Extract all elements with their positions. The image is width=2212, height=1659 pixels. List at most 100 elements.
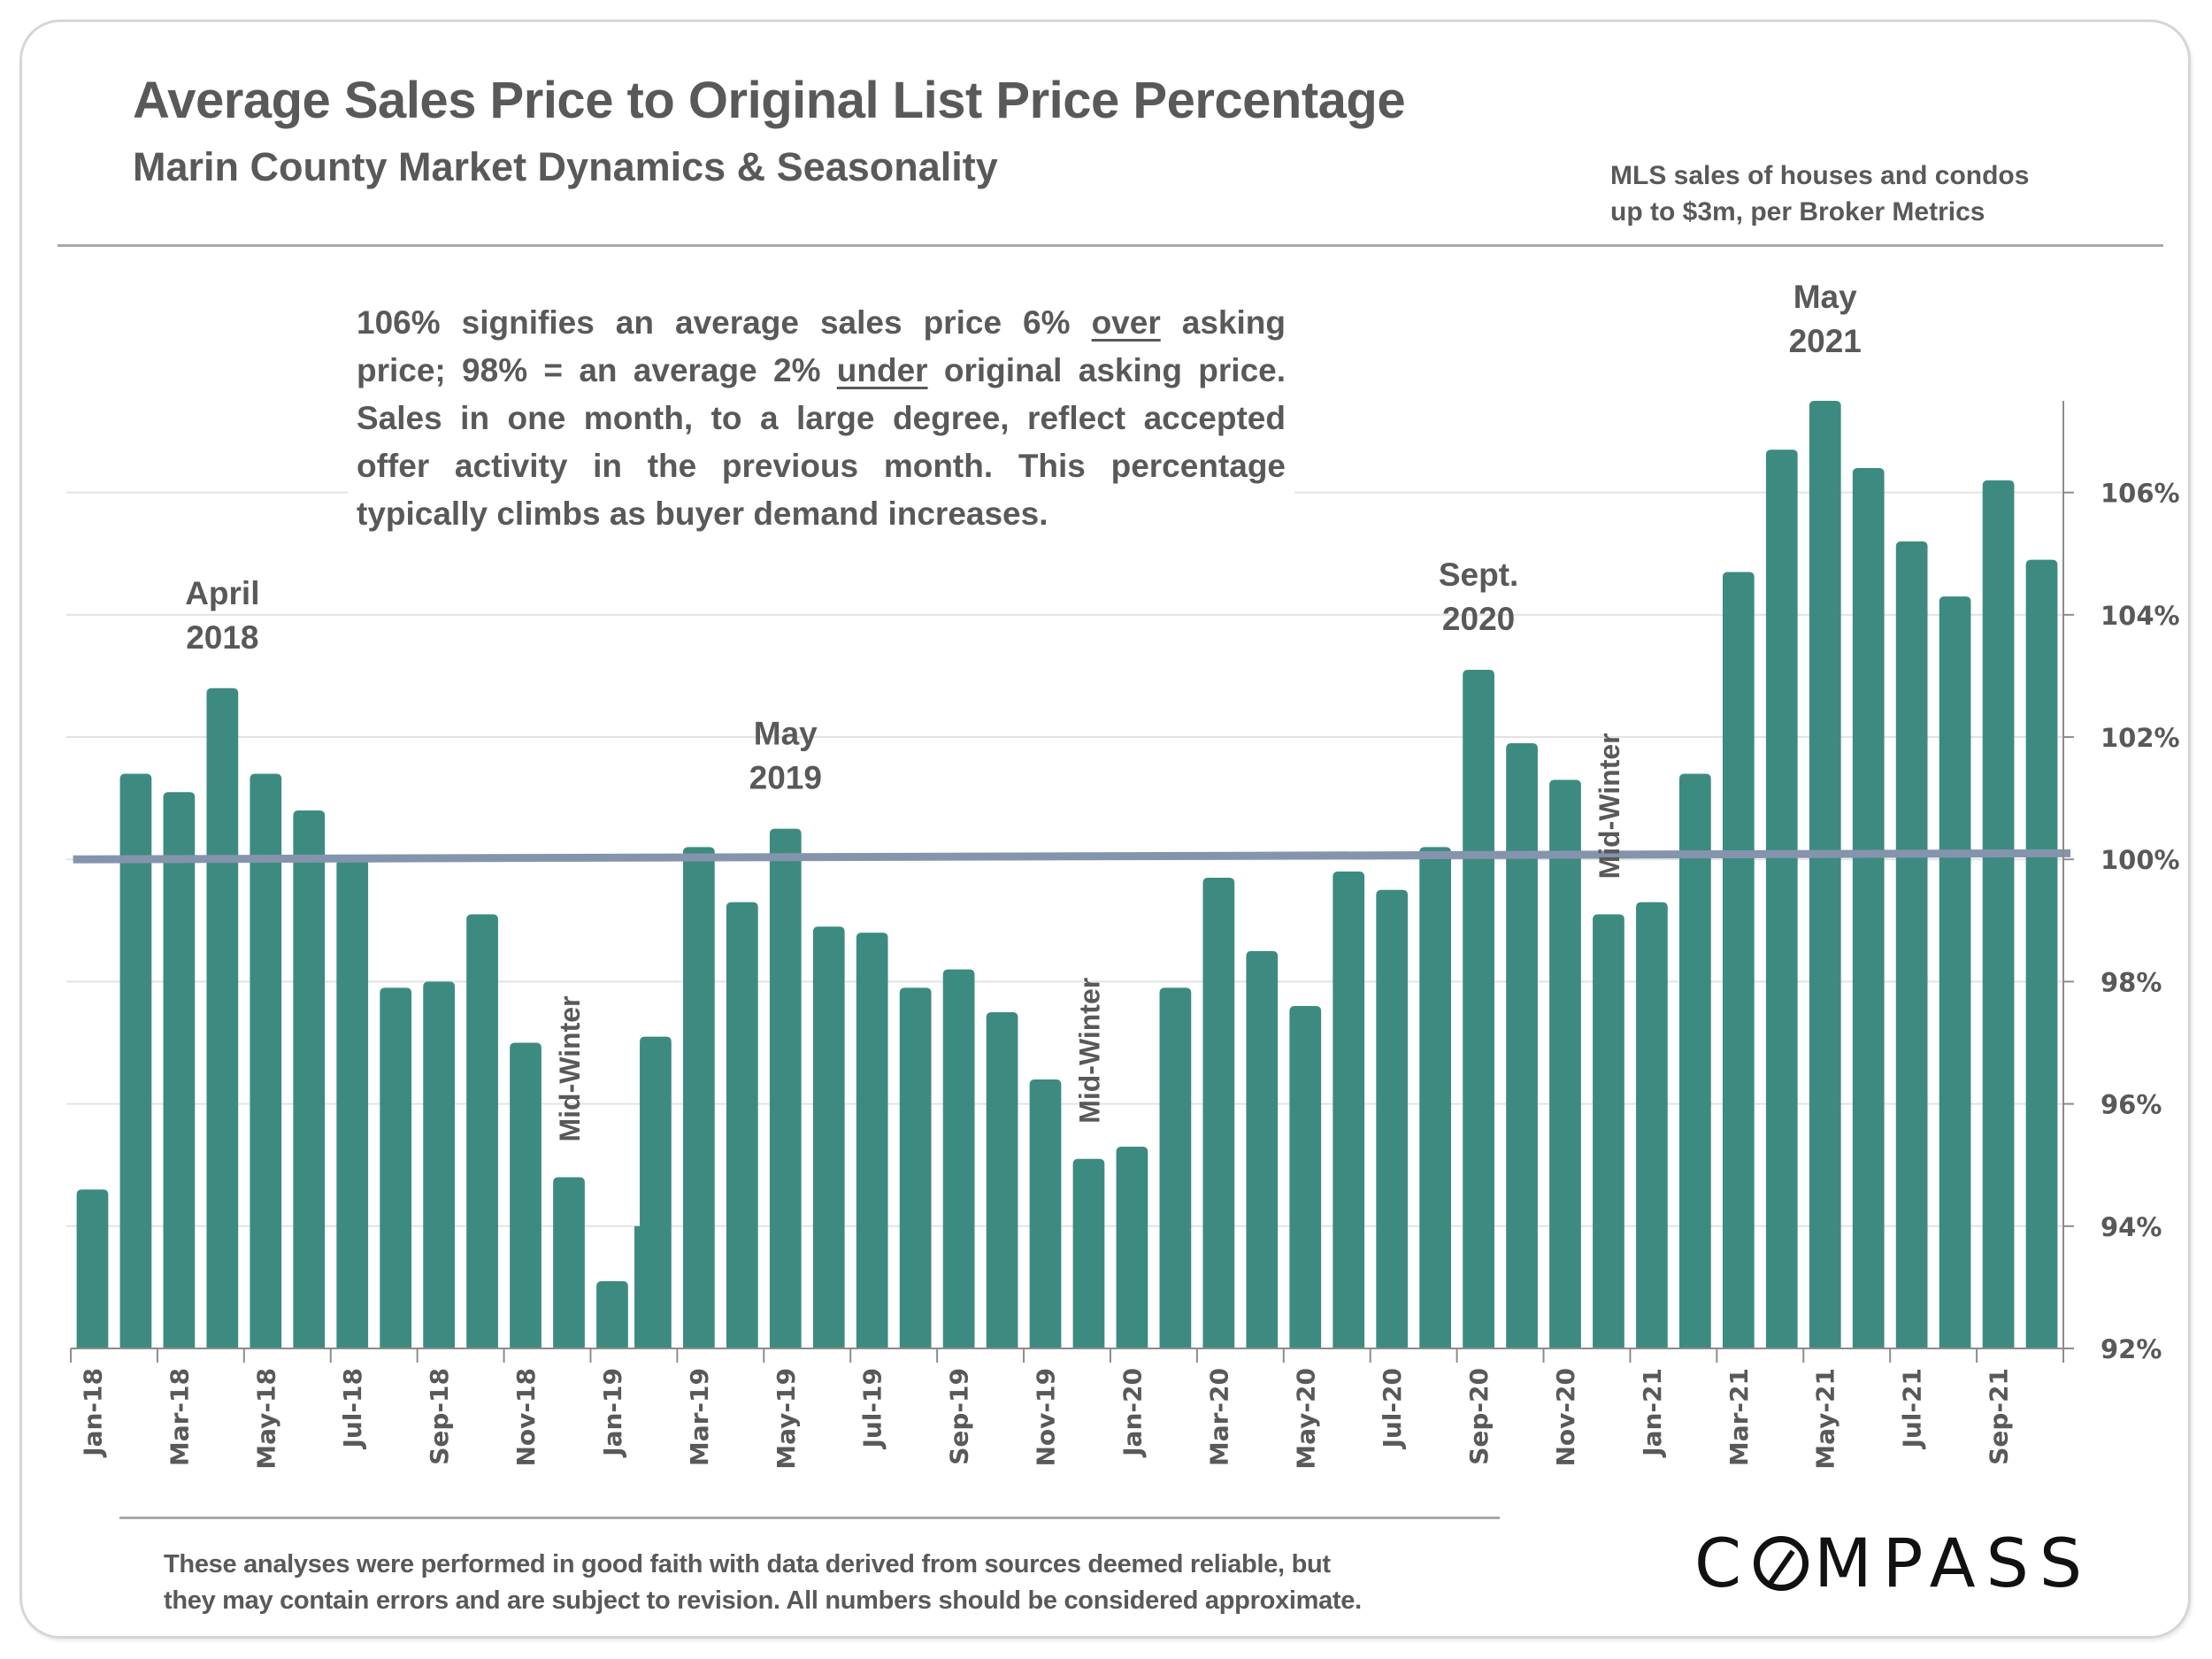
x-tick-label: Jul-18 [338, 1368, 367, 1450]
bar-feb-19 [640, 1036, 672, 1348]
bar-feb-18 [119, 773, 152, 1348]
bar-jun-20 [1333, 872, 1365, 1348]
axes [70, 401, 2074, 1363]
bar-sep-21 [1982, 480, 2015, 1348]
x-tick-label: Nov-19 [1032, 1368, 1061, 1467]
bar-mar-21 [1722, 572, 1755, 1348]
x-tick-label: Jan-20 [1118, 1368, 1147, 1458]
bar-nov-18 [510, 1042, 541, 1348]
annotations: 2018 April 2019 May 2020 Sept. 2021 May Mid-Wint… [185, 279, 1862, 1142]
bar-oct-21 [2025, 559, 2058, 1348]
bar-aug-18 [380, 987, 412, 1348]
y-tick-label: 100% [2101, 845, 2180, 875]
peak-annotation-year: 2018 [186, 619, 258, 656]
bar-may-18 [250, 773, 282, 1348]
bar-sep-18 [423, 981, 455, 1348]
logo-text-end: MPASS [1814, 1524, 2093, 1602]
compass-o-icon [1754, 1535, 1809, 1591]
x-tick-label: Nov-18 [511, 1368, 541, 1467]
x-tick-label: Mar-18 [165, 1368, 194, 1466]
x-tick-label: Mar-21 [1724, 1368, 1754, 1466]
bar-feb-20 [1159, 987, 1192, 1348]
x-tick-label: Jan-18 [78, 1368, 107, 1458]
compass-logo: C MPASS [1694, 1524, 2093, 1602]
bar-apr-20 [1246, 950, 1279, 1348]
reference-line-group [73, 849, 2071, 864]
bar-oct-18 [466, 914, 498, 1348]
note-text-3: original asking price. Sales in one mont… [357, 352, 1286, 532]
bar-mar-18 [163, 792, 196, 1348]
x-tick-label: Mar-19 [685, 1368, 714, 1466]
bar-oct-20 [1506, 742, 1538, 1348]
bar-dec-20 [1593, 914, 1624, 1348]
x-tick-label: Sep-18 [425, 1368, 454, 1465]
y-axis-labels: 92% 94% 96% 98% 100% 102% 104% 106% [2101, 479, 2180, 1364]
mid-winter-label: Mid-Winter [1073, 978, 1105, 1124]
disclaimer-line-2: they may contain errors and are subject … [164, 1586, 1362, 1615]
bar-jan-18 [76, 1189, 109, 1348]
bar-artifact [634, 1225, 642, 1348]
bar-aug-21 [1939, 596, 1971, 1348]
mid-winter-label: Mid-Winter [1594, 733, 1625, 879]
bar-jan-19 [596, 1280, 628, 1348]
y-tick-label: 96% [2101, 1090, 2162, 1120]
bar-sep-19 [942, 969, 975, 1348]
bar-jul-18 [336, 859, 369, 1348]
bars [76, 401, 2058, 1348]
bar-jul-21 [1895, 541, 1928, 1348]
bar-apr-19 [726, 902, 758, 1348]
x-tick-label: Jan-19 [598, 1368, 627, 1458]
note-emphasis-over: over [1091, 304, 1161, 341]
x-tick-label: May-21 [1811, 1368, 1840, 1470]
x-tick-label: Mar-20 [1204, 1368, 1233, 1466]
bar-jun-21 [1852, 468, 1885, 1348]
y-tick-label: 92% [2101, 1334, 2162, 1364]
bar-mar-20 [1202, 877, 1235, 1348]
x-tick-label: Jul-19 [858, 1368, 887, 1450]
peak-annotation-month: April [185, 575, 259, 611]
y-tick-label: 106% [2101, 479, 2180, 509]
x-tick-label: May-18 [251, 1368, 280, 1470]
source-line-2: up to $3m, per Broker Metrics [1610, 197, 1985, 227]
bar-feb-21 [1679, 773, 1711, 1348]
source-line-1: MLS sales of houses and condos [1610, 161, 2030, 190]
x-tick-label: Nov-20 [1551, 1368, 1580, 1467]
bar-may-21 [1809, 401, 1841, 1348]
bar-dec-19 [1072, 1158, 1105, 1348]
x-tick-label: May-20 [1291, 1368, 1320, 1470]
bar-jul-20 [1376, 889, 1409, 1348]
x-tick-label: Jan-21 [1638, 1368, 1667, 1458]
peak-annotation-month: May [1793, 279, 1857, 315]
x-tick-label: Sep-21 [1985, 1368, 2014, 1465]
bar-nov-19 [1029, 1079, 1062, 1348]
chart-title: Average Sales Price to Original List Pri… [133, 72, 1406, 129]
bar-mar-19 [683, 847, 715, 1348]
note-emphasis-under: under [836, 352, 928, 388]
bar-jun-18 [293, 810, 326, 1348]
bar-dec-18 [553, 1177, 585, 1348]
y-tick-label: 98% [2101, 967, 2162, 997]
x-tick-label: Jul-21 [1898, 1368, 1927, 1450]
bar-sep-20 [1463, 670, 1494, 1348]
trend-line [73, 849, 2071, 864]
peak-annotation-year: 2020 [1442, 601, 1515, 637]
peak-annotation-year: 2021 [1789, 323, 1862, 359]
bar-jan-21 [1636, 902, 1668, 1348]
peak-annotation-month: May [754, 716, 818, 752]
y-tick-label: 102% [2101, 723, 2180, 753]
peak-annotation-month: Sept. [1439, 557, 1518, 593]
y-tick-label: 104% [2101, 601, 2180, 631]
footer-divider [119, 1517, 1500, 1519]
bar-jul-19 [856, 933, 888, 1348]
disclaimer-line-1: These analyses were performed in good fa… [164, 1550, 1331, 1578]
x-axis-labels: Jan-18 Mar-18 May-18 Jul-18 Sep-18 Nov-18 Jan-… [78, 1368, 2013, 1470]
bar-jan-20 [1116, 1146, 1148, 1348]
disclaimer: These analyses were performed in good fa… [164, 1547, 1362, 1619]
bar-may-20 [1289, 1006, 1322, 1348]
source-note: MLS sales of houses and condos up to $3m… [1610, 157, 2029, 230]
note-text-2: asking price; 98% = an average 2% [357, 304, 1286, 388]
explanation-note: 106% signifies an average sales price 6%… [348, 299, 1294, 538]
x-tick-label: Sep-20 [1464, 1368, 1494, 1465]
bar-apr-18 [206, 687, 239, 1348]
